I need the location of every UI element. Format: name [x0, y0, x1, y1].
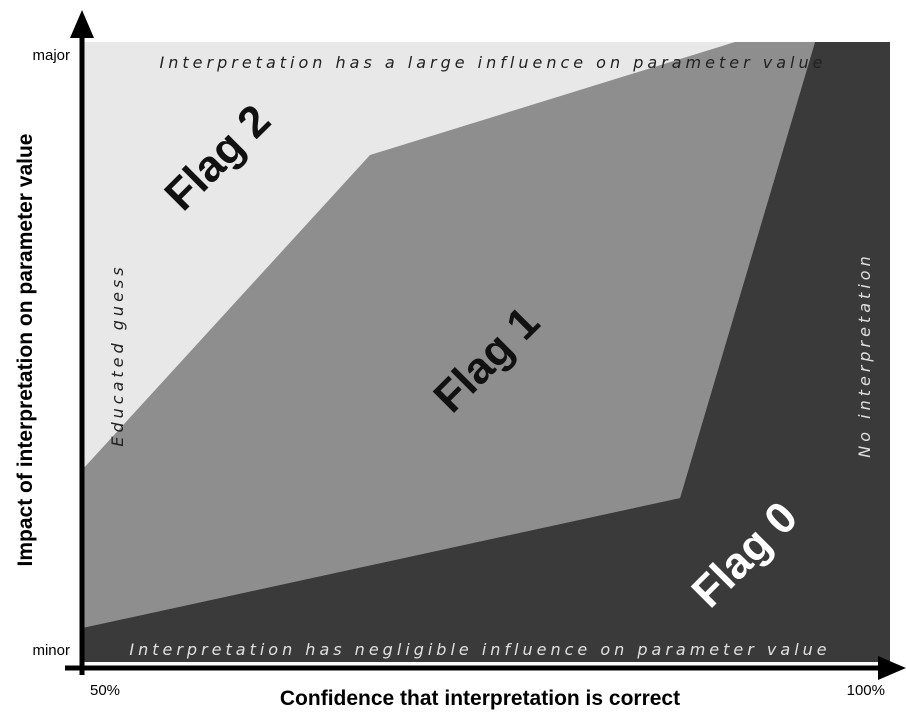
right-annotation: No interpretation [855, 252, 874, 457]
left-annotation: Educated guess [108, 263, 127, 446]
y-min-label: minor [32, 642, 70, 659]
y-axis-title: Impact of interpretation on parameter va… [14, 134, 37, 567]
y-max-label: major [32, 47, 70, 64]
x-max-label: 100% [847, 682, 885, 699]
region-flag-0 [82, 42, 890, 662]
region-flag-1 [82, 42, 815, 628]
y-axis-arrow [70, 10, 94, 38]
bottom-annotation: Interpretation has negligible influence … [129, 640, 830, 659]
x-axis-title: Confidence that interpretation is correc… [280, 687, 680, 710]
x-min-label: 50% [90, 682, 120, 699]
top-annotation: Interpretation has a large influence on … [160, 53, 827, 72]
x-axis-arrow [878, 656, 906, 680]
